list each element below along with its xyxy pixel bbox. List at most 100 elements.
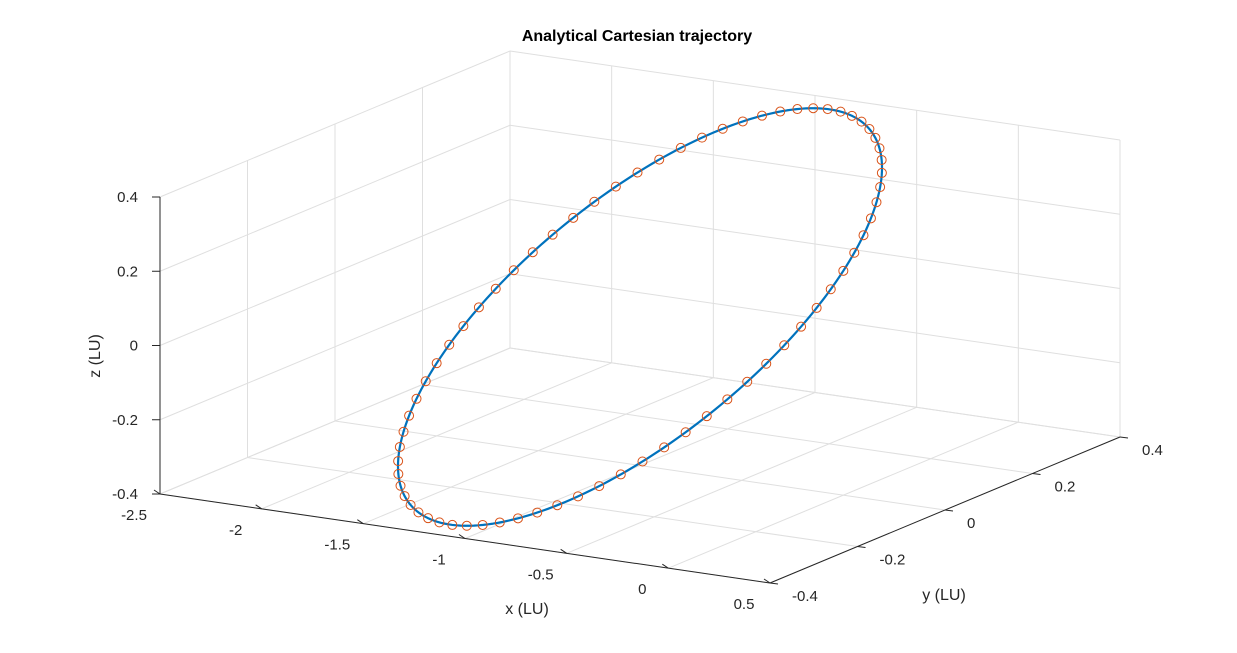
y-tick xyxy=(857,546,866,548)
z-tick-label: 0.2 xyxy=(117,263,138,280)
trajectory-marker xyxy=(876,154,887,165)
y-tick-label: 0.2 xyxy=(1055,479,1076,496)
trajectory-marker xyxy=(413,507,424,518)
x-tick-label: -2.5 xyxy=(121,507,147,524)
axes-layer xyxy=(159,197,1121,584)
trajectory-marker xyxy=(393,456,404,467)
trajectory-marker xyxy=(858,230,869,241)
trajectory-marker xyxy=(756,110,767,121)
trajectory-marker xyxy=(461,520,472,531)
trajectory-marker xyxy=(792,104,803,115)
trajectory-marker xyxy=(434,517,445,528)
y-axis-label: y (LU) xyxy=(922,587,966,604)
x-tick xyxy=(763,578,771,584)
x-tick xyxy=(255,504,262,510)
trajectory-marker xyxy=(405,499,416,510)
x-tick-label: -1.5 xyxy=(324,537,350,554)
trajectory-marker xyxy=(835,106,846,117)
trajectory-marker xyxy=(477,519,488,530)
trajectory-marker xyxy=(874,143,885,154)
grid-line xyxy=(159,347,511,495)
trajectory-marker xyxy=(552,500,563,511)
trajectory-marker xyxy=(875,182,886,193)
trajectory-marker xyxy=(779,340,790,351)
x-tick-label: 0 xyxy=(638,581,646,598)
trajectory-marker xyxy=(722,394,733,405)
x-tick-label: 0.5 xyxy=(734,596,755,613)
trajectory-marker xyxy=(680,427,691,438)
trajectory-marker xyxy=(589,196,600,207)
grid-line xyxy=(509,347,1121,438)
trajectory-marker xyxy=(865,213,876,224)
x-tick xyxy=(458,534,466,539)
trajectory-marker xyxy=(675,142,686,153)
trajectory-marker xyxy=(811,302,822,313)
chart-title: Analytical Cartesian trajectory xyxy=(522,28,752,45)
trajectory-marker xyxy=(594,481,605,492)
trajectory-marker xyxy=(473,302,484,313)
trajectory-marker xyxy=(822,104,833,115)
trajectory-marker xyxy=(615,469,626,480)
trajectory-marker xyxy=(547,229,558,240)
trajectory-marker xyxy=(717,123,728,134)
x-tick xyxy=(357,519,364,525)
trajectory-marker xyxy=(395,480,406,491)
trajectory-marker xyxy=(568,212,579,223)
trajectory-marker xyxy=(610,181,621,192)
y-tick-label: -0.4 xyxy=(792,588,818,605)
trajectory-marker xyxy=(513,513,524,524)
trajectory-marker xyxy=(458,321,469,332)
grid-line xyxy=(509,199,1121,289)
trajectory-marker xyxy=(864,124,875,135)
y-tick xyxy=(944,509,954,512)
trajectory-marker xyxy=(808,103,819,114)
trajectory-marker xyxy=(411,393,422,404)
trajectory-marker xyxy=(701,411,712,422)
trajectory-marker xyxy=(490,283,501,294)
y-tick xyxy=(1032,473,1041,475)
trajectory-marker xyxy=(775,106,786,117)
trajectory-marker xyxy=(527,247,538,258)
x-tick xyxy=(153,489,161,495)
trajectory-marker xyxy=(573,491,584,502)
z-tick-label: -0.2 xyxy=(112,412,138,429)
y-tick-label: 0 xyxy=(967,515,975,532)
grid-line xyxy=(247,457,858,547)
trajectory-marker xyxy=(532,507,543,518)
ticks-layer: -2.5 -2 -1.5 -1 -0.5 0 0.5 -0.4 -0.2 0 0.2 0.4 -0.4 -… xyxy=(112,189,1163,613)
grid-line xyxy=(509,50,1121,141)
trajectory-marker xyxy=(494,517,505,528)
grid-line xyxy=(422,384,1033,474)
x-tick-label: -0.5 xyxy=(528,566,554,583)
trajectory-marker xyxy=(856,116,867,127)
trajectory-marker xyxy=(398,426,409,437)
grid-line xyxy=(159,124,511,272)
grid-line xyxy=(159,50,511,198)
trajectory-marker xyxy=(399,491,410,502)
trajectory-marker xyxy=(420,376,431,387)
trajectory-marker xyxy=(431,358,442,369)
z-tick-label: -0.4 xyxy=(112,486,138,503)
y-tick-label: 0.4 xyxy=(1142,442,1163,459)
y-tick xyxy=(1119,436,1129,439)
trajectory-marker xyxy=(825,284,836,295)
trajectory-marker xyxy=(404,410,415,421)
x-tick-label: -1 xyxy=(432,552,445,569)
series-layer xyxy=(393,103,887,531)
grid-layer xyxy=(159,50,1121,584)
trajectory-marker xyxy=(508,265,519,276)
trajectory-marker xyxy=(876,167,887,178)
trajectory-marker xyxy=(637,456,648,467)
trajectory-marker xyxy=(696,132,707,143)
trajectory-marker xyxy=(871,197,882,208)
x-tick xyxy=(662,563,669,569)
grid-line xyxy=(159,273,511,421)
trajectory-marker xyxy=(393,469,404,480)
grid-line xyxy=(509,273,1121,364)
grid-line xyxy=(509,124,1121,215)
trajectory-marker xyxy=(796,321,807,332)
trajectory-marker xyxy=(838,265,849,276)
trajectory-marker xyxy=(742,376,753,387)
